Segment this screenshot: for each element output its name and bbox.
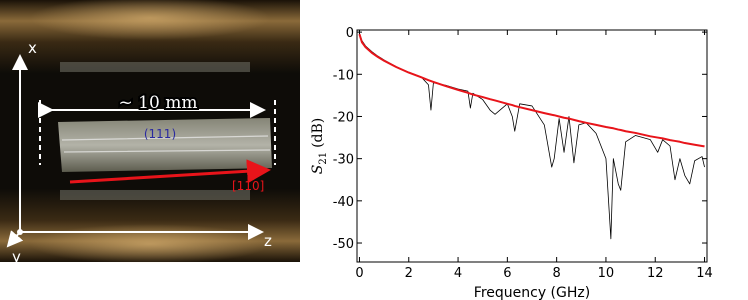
- x-axis-label: x: [28, 39, 37, 57]
- x-tick-label: 14: [696, 266, 713, 281]
- x-tick-label: 12: [647, 266, 664, 281]
- x-axis-title: Frequency (GHz): [474, 285, 590, 300]
- y-axis-title: S21 (dB): [310, 118, 329, 175]
- data-line: [359, 33, 705, 240]
- x-tick-label: 4: [454, 266, 462, 281]
- clamp: [60, 190, 250, 200]
- clamp: [60, 62, 250, 72]
- photo-glow: [30, 224, 270, 264]
- y-tick-label: -40: [333, 195, 354, 210]
- x-tick-label: 10: [598, 266, 615, 281]
- x-tick-label: 6: [503, 266, 511, 281]
- direction-label: [110]: [232, 179, 264, 193]
- plot-frame: [356, 29, 708, 263]
- data-line: [358, 33, 705, 148]
- x-tick-label: 0: [355, 266, 363, 281]
- y-axis-label: y: [12, 248, 21, 266]
- x-tick-label: 8: [553, 266, 561, 281]
- y-tick-label: 0: [346, 26, 354, 41]
- plane-label: (111): [144, 127, 176, 141]
- photo: x z y ~ 10 mm (111) [110]: [0, 0, 300, 266]
- z-axis-label: z: [264, 232, 272, 250]
- y-axis-subscript: 21: [318, 152, 329, 165]
- crystal-layer: [61, 135, 271, 153]
- y-axis-symbol: S: [310, 165, 326, 175]
- crystal: [58, 118, 272, 172]
- chart: 0 2 4 6 8 10 12 14 0 -10 -20 -30 -40 -50 Frequency (GH…: [310, 26, 713, 300]
- origin: [17, 229, 23, 235]
- y-axis-unit: (dB): [310, 118, 326, 148]
- direction-arrow: [69, 159, 271, 184]
- length-label: ~ 10 mm: [119, 93, 198, 113]
- y-tick-label: -50: [333, 237, 354, 252]
- y-tick-label: -30: [333, 153, 354, 168]
- x-tick-label: 2: [405, 266, 413, 281]
- y-arrow: [6, 230, 24, 248]
- photo-glow: [30, 0, 270, 40]
- y-tick-label: -20: [333, 110, 354, 125]
- y-tick-label: -10: [333, 68, 354, 83]
